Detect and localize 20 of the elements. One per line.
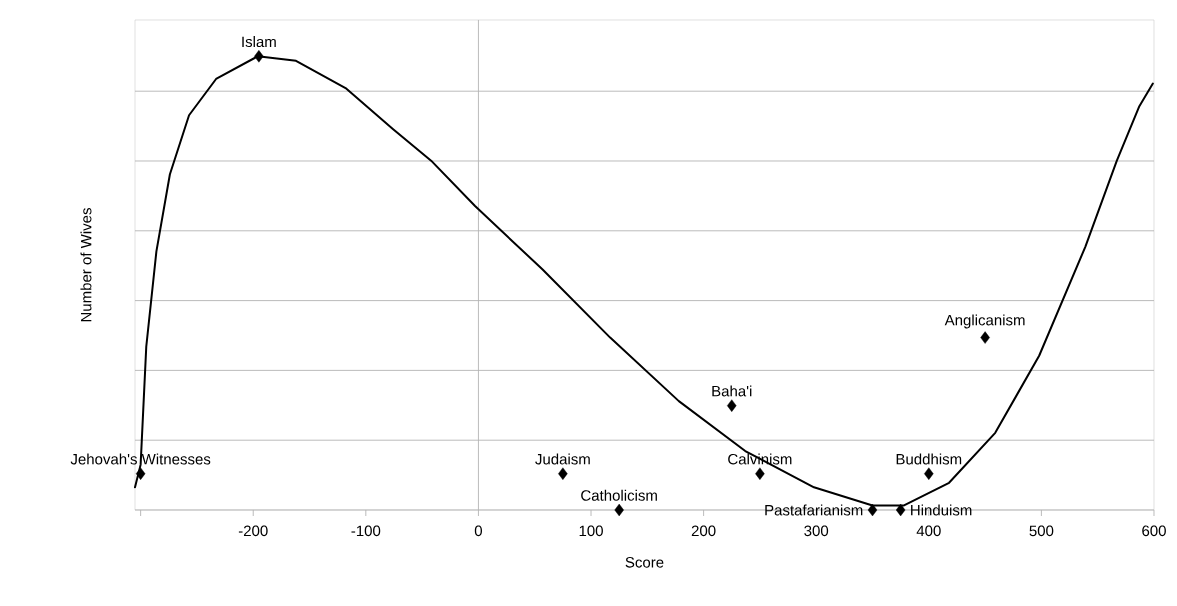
x-tick-label: 300 (804, 525, 829, 537)
x-tick-label: -200 (238, 525, 268, 537)
annotation: Islam (242, 36, 276, 48)
annotation: Hinduism (911, 504, 972, 516)
x-axis-title: Score (625, 557, 664, 568)
annotation: Jehovah's Witnesses (70, 453, 211, 465)
x-tick-label: -100 (351, 525, 381, 537)
annotation: Pastafarianism (765, 504, 863, 516)
x-tick-label: 0 (474, 525, 482, 537)
x-tick-label: 100 (579, 525, 603, 537)
x-tick-label: 600 (1142, 525, 1166, 537)
x-tick-label: 400 (916, 525, 941, 537)
y-axis-title: Number of Wives (80, 208, 92, 322)
x-tick-label: 500 (1029, 525, 1054, 537)
annotation: Baha'i (712, 385, 752, 397)
annotation: Anglicanism (944, 314, 1025, 329)
annotation: Catholicism (581, 489, 657, 501)
annotation: Buddhism (896, 453, 962, 465)
annotation: Judaism (535, 453, 590, 465)
x-tick-label: 200 (691, 525, 716, 537)
